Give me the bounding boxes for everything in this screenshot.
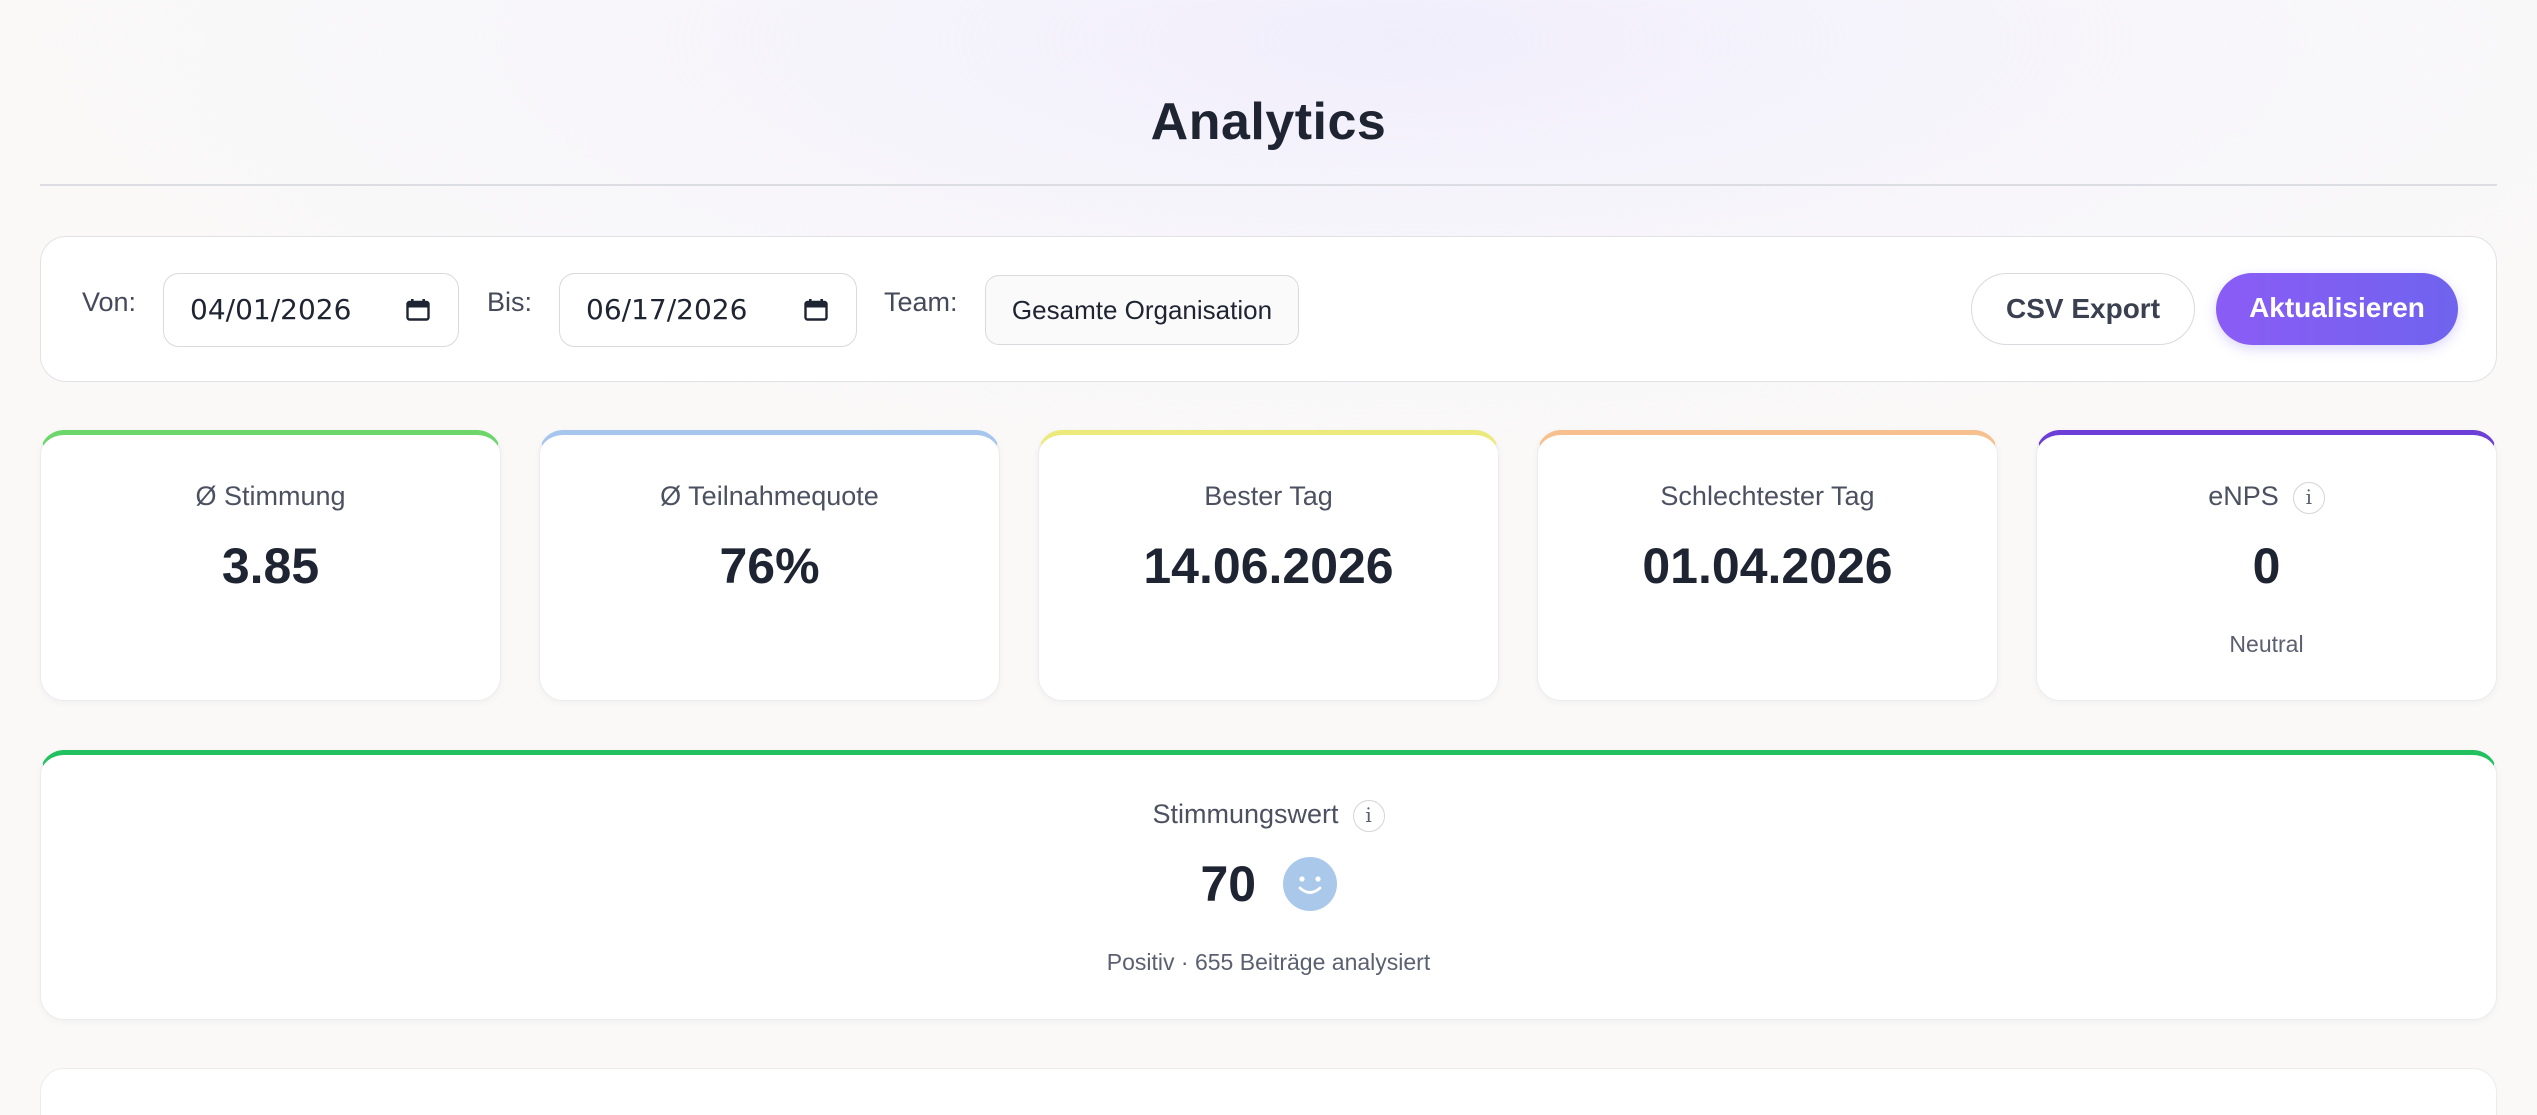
sentiment-label-row: Stimmungswert i (41, 799, 2496, 832)
refresh-button[interactable]: Aktualisieren (2216, 273, 2458, 345)
calendar-icon[interactable] (804, 299, 828, 321)
info-icon[interactable]: i (2292, 481, 2325, 514)
kpi-value: 3.85 (221, 538, 320, 594)
sentiment-card: Stimmungswert i 70 Positiv · 655 Beiträge… (40, 750, 2497, 1020)
kpi-value: 01.04.2026 (1642, 538, 1893, 594)
kpi-label: Ø Stimmung (195, 481, 346, 511)
kpi-value: 0 (2252, 538, 2281, 594)
title-divider (40, 184, 2497, 186)
from-date-value: 04/01/2026 (190, 293, 352, 326)
kpi-card-avg-mood: Ø Stimmung 3.85 (40, 430, 501, 701)
filter-bar: Von: 04/01/2026 Bis: 06/17/2026 Team: Ge… (40, 236, 2497, 382)
kpi-label: Schlechtester Tag (1660, 481, 1875, 511)
kpi-label-row: eNPS i (2037, 481, 2496, 514)
to-date-value: 06/17/2026 (586, 293, 748, 326)
kpi-card-enps: eNPS i 0 Neutral (2036, 430, 2497, 701)
kpi-label: Bester Tag (1204, 481, 1333, 511)
csv-export-button[interactable]: CSV Export (1971, 273, 2195, 345)
kpi-card-best-day: Bester Tag 14.06.2026 (1038, 430, 1499, 701)
smiley-face-icon (1282, 857, 1337, 911)
sentiment-summary: Positiv · 655 Beiträge analysiert (1106, 949, 1431, 975)
sentiment-label: Stimmungswert (1152, 799, 1339, 829)
from-label: Von: (82, 287, 137, 317)
kpi-label: Ø Teilnahmequote (660, 481, 879, 511)
team-select[interactable]: Gesamte Organisation (985, 275, 1299, 345)
kpi-label: eNPS (2208, 481, 2279, 511)
kpi-card-worst-day: Schlechtester Tag 01.04.2026 (1537, 430, 1998, 701)
page-title: Analytics (1150, 93, 1387, 151)
next-section-card (40, 1068, 2497, 1115)
kpi-value: 14.06.2026 (1143, 538, 1394, 594)
team-label: Team: (884, 287, 958, 317)
calendar-icon[interactable] (406, 299, 430, 321)
kpi-sub-label: Neutral (2229, 631, 2304, 657)
info-icon[interactable]: i (1352, 799, 1385, 832)
kpi-value: 76% (719, 538, 820, 594)
kpi-card-participation: Ø Teilnahmequote 76% (539, 430, 1000, 701)
to-date-input[interactable]: 06/17/2026 (559, 273, 857, 347)
from-date-input[interactable]: 04/01/2026 (163, 273, 459, 347)
sentiment-score-row: 70 (41, 855, 2496, 913)
to-label: Bis: (487, 287, 533, 317)
sentiment-score: 70 (1200, 856, 1257, 912)
